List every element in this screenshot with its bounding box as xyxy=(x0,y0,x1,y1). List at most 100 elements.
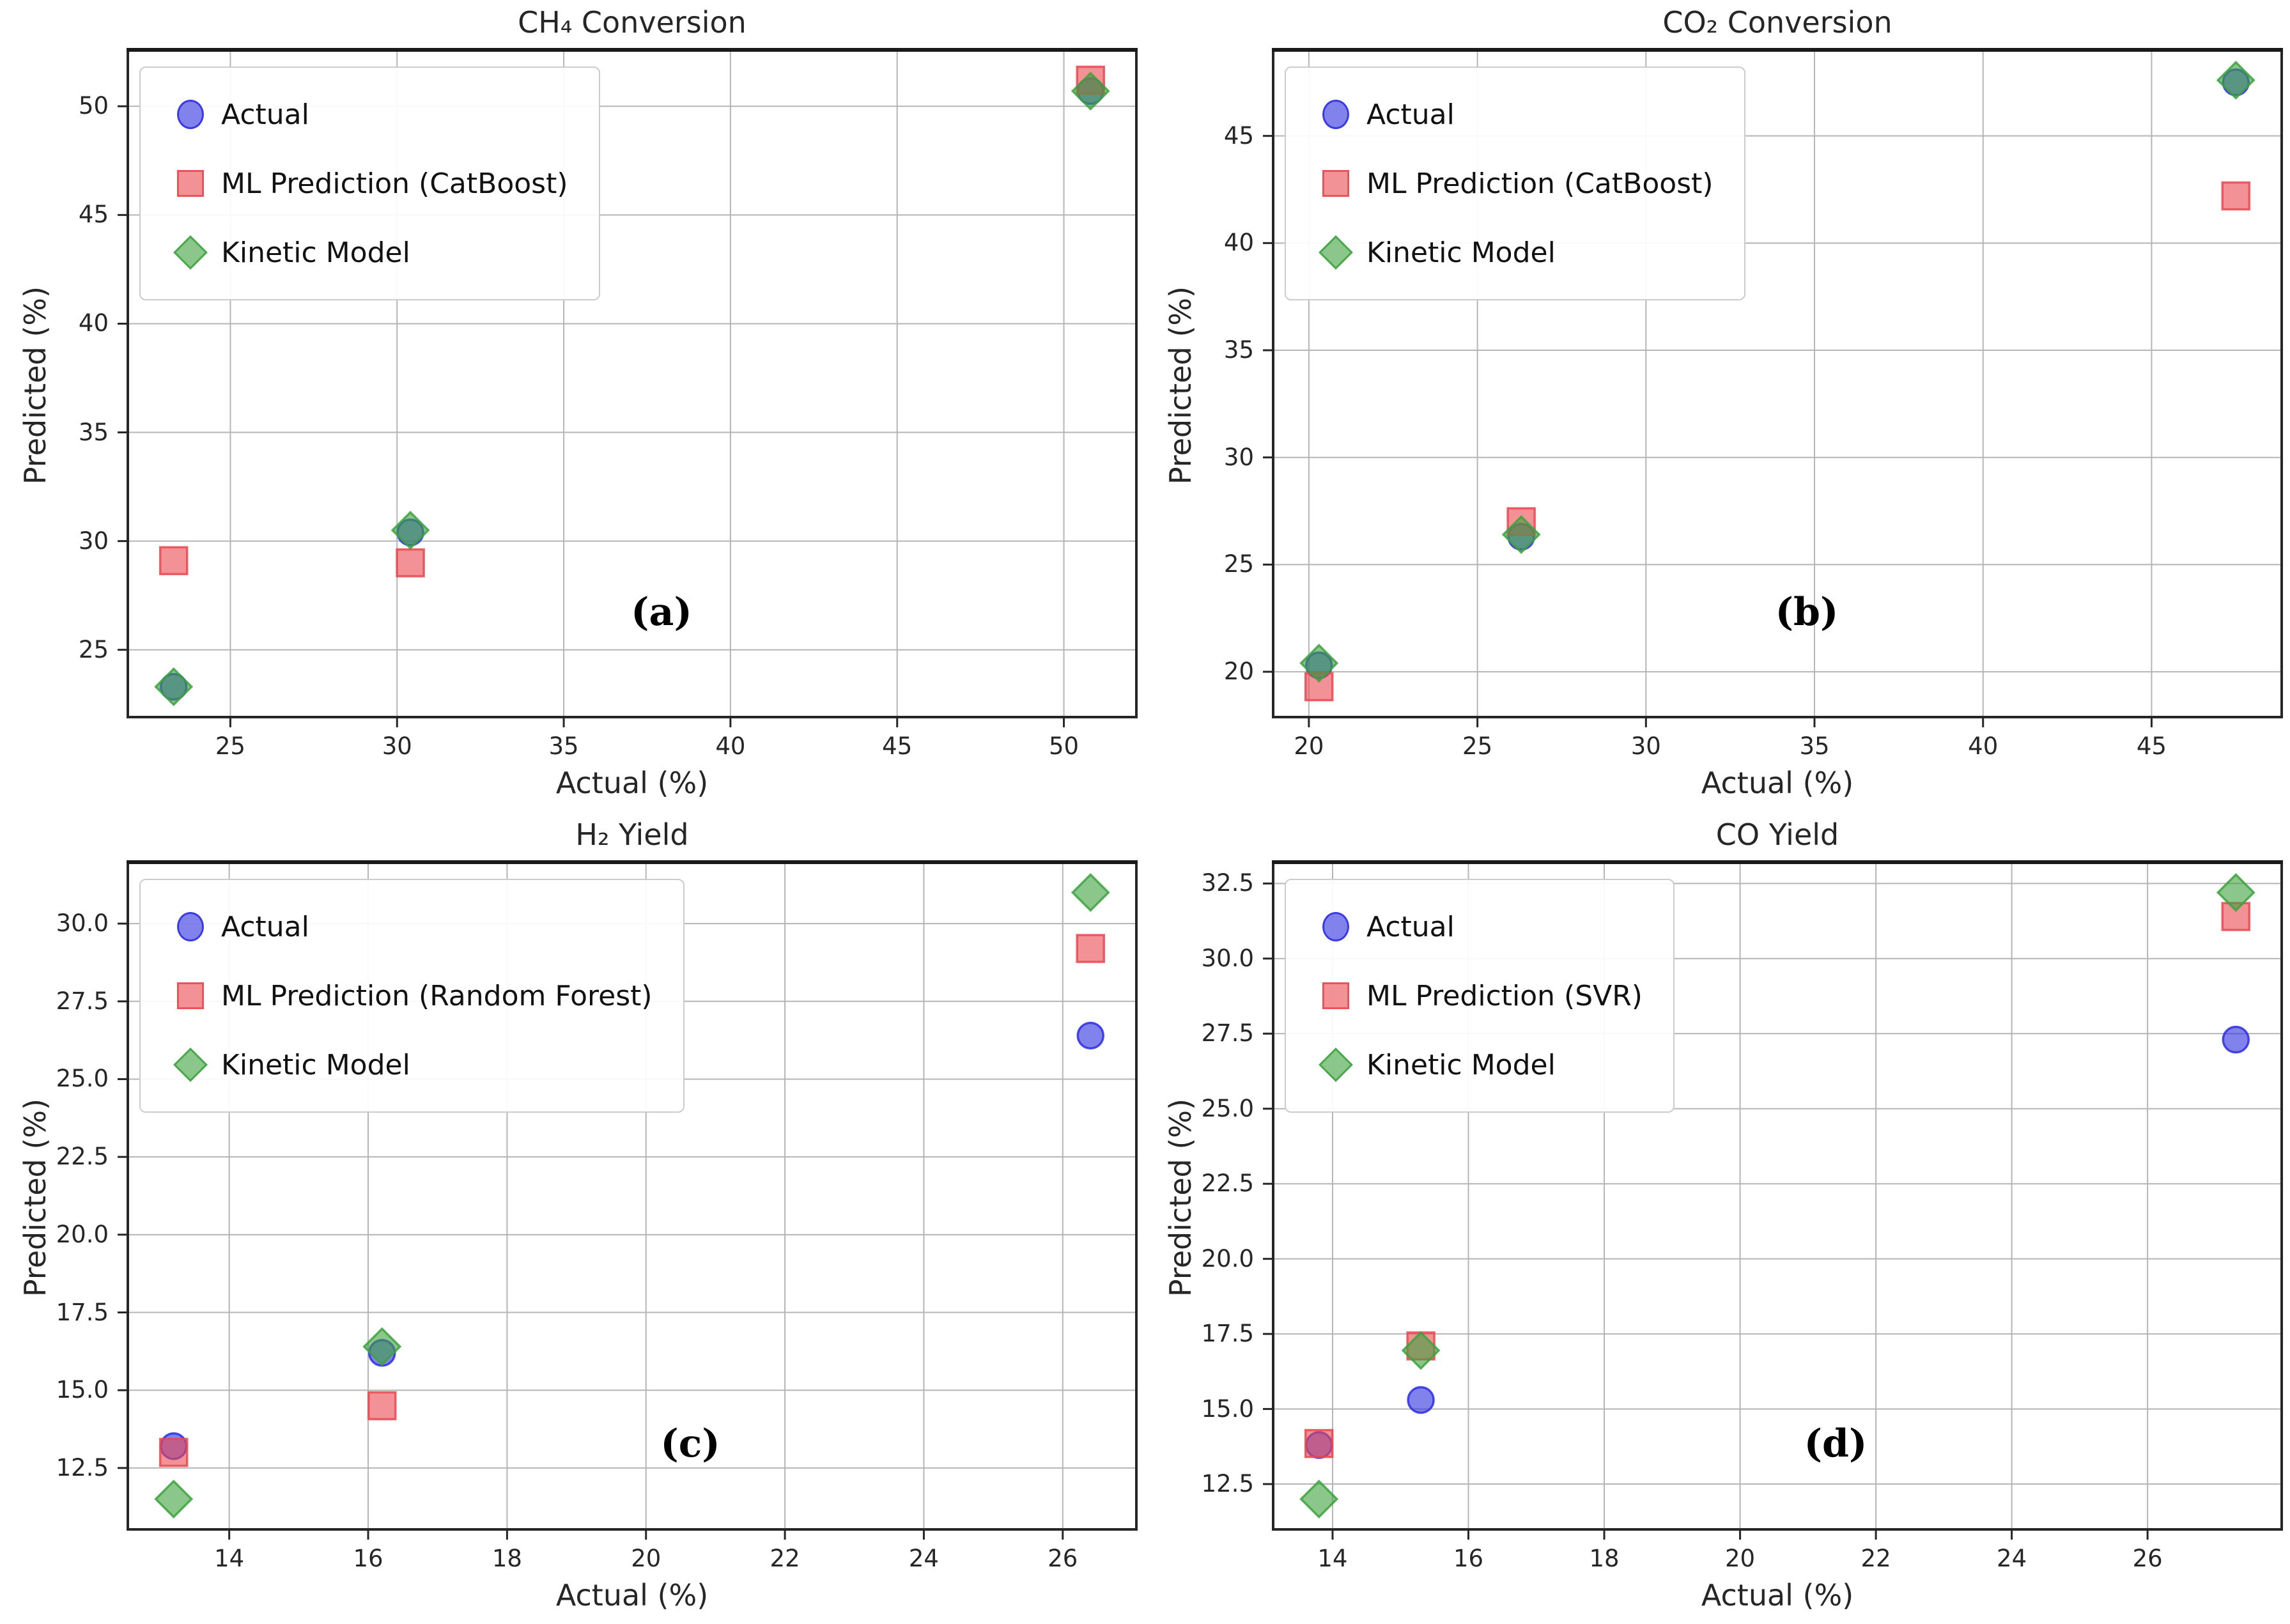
plot-title: CH₄ Conversion xyxy=(518,5,747,40)
diamond-marker-icon xyxy=(1305,235,1366,270)
x-tick-label: 14 xyxy=(1317,1545,1348,1572)
y-tick-label: 30 xyxy=(78,527,109,555)
x-tick-label: 16 xyxy=(353,1545,383,1572)
x-tick-label: 25 xyxy=(1462,732,1493,760)
legend-label: ML Prediction (Random Forest) xyxy=(221,979,653,1012)
x-axis-label: Actual (%) xyxy=(555,1578,709,1612)
diamond-marker-icon xyxy=(1305,1048,1366,1082)
data-point-kinetic-model xyxy=(1299,1480,1339,1519)
x-axis-label: Actual (%) xyxy=(555,766,709,800)
x-tick-label: 24 xyxy=(908,1545,939,1572)
legend-item: Actual xyxy=(160,895,653,958)
legend: Actual ML Prediction (CatBoost) Kinetic … xyxy=(139,66,600,300)
y-tick-label: 25.0 xyxy=(56,1065,109,1093)
data-point-actual xyxy=(2222,1025,2250,1054)
legend-label: Actual xyxy=(221,98,309,131)
y-tick-label: 17.5 xyxy=(1201,1320,1254,1348)
y-tick-label: 15.0 xyxy=(56,1376,109,1404)
legend-item: Kinetic Model xyxy=(1305,1033,1643,1096)
y-tick-label: 25.0 xyxy=(1201,1094,1254,1122)
square-marker-icon xyxy=(1305,982,1366,1009)
x-tick-label: 22 xyxy=(770,1545,800,1572)
x-tick-label: 40 xyxy=(1968,732,1999,760)
circle-marker-icon xyxy=(160,100,221,129)
legend-item: ML Prediction (SVR) xyxy=(1305,964,1643,1027)
subplot-ch4-conversion: CH₄ Conversion Actual (%) Predicted (%) … xyxy=(0,0,1145,812)
y-tick-label: 30 xyxy=(1223,443,1254,471)
plot-title: CO Yield xyxy=(1715,817,1839,852)
y-tick-label: 30.0 xyxy=(56,909,109,938)
y-tick-label: 40 xyxy=(1223,229,1254,257)
data-point-ml-prediction xyxy=(367,1391,397,1421)
x-tick-label: 24 xyxy=(1997,1545,2027,1572)
data-point-kinetic-model xyxy=(2216,60,2255,100)
x-axis-label: Actual (%) xyxy=(1701,1578,1854,1612)
y-tick-label: 35 xyxy=(78,418,109,446)
x-tick-label: 16 xyxy=(1453,1545,1484,1572)
legend-label: ML Prediction (CatBoost) xyxy=(221,167,568,200)
y-tick-label: 25 xyxy=(1223,550,1254,578)
legend-label: Actual xyxy=(1366,98,1455,131)
square-marker-icon xyxy=(160,170,221,197)
y-tick-label: 12.5 xyxy=(1201,1470,1254,1498)
x-tick-label: 45 xyxy=(882,732,913,760)
legend-label: ML Prediction (CatBoost) xyxy=(1366,167,1714,200)
legend: Actual ML Prediction (CatBoost) Kinetic … xyxy=(1285,66,1745,300)
subplot-co-yield: CO Yield Actual (%) Predicted (%) Actual… xyxy=(1145,812,2290,1624)
y-tick-label: 20.0 xyxy=(1201,1244,1254,1272)
legend-label: ML Prediction (SVR) xyxy=(1366,979,1643,1012)
y-tick-label: 15.0 xyxy=(1201,1395,1254,1423)
legend-item: Kinetic Model xyxy=(1305,221,1714,284)
y-tick-label: 32.5 xyxy=(1201,869,1254,897)
x-axis-label: Actual (%) xyxy=(1701,766,1854,800)
plot-title: H₂ Yield xyxy=(575,817,689,852)
data-point-kinetic-model xyxy=(391,511,430,550)
legend-item: ML Prediction (CatBoost) xyxy=(1305,152,1714,215)
x-tick-label: 22 xyxy=(1861,1545,1891,1572)
data-point-kinetic-model xyxy=(2216,872,2255,912)
x-tick-label: 50 xyxy=(1048,732,1079,760)
data-point-kinetic-model xyxy=(1501,514,1541,554)
legend-item: ML Prediction (CatBoost) xyxy=(160,152,568,215)
y-tick-label: 50 xyxy=(78,92,109,120)
data-point-ml-prediction xyxy=(1076,934,1106,963)
x-tick-label: 14 xyxy=(214,1545,245,1572)
data-point-ml-prediction xyxy=(2221,181,2251,211)
square-marker-icon xyxy=(160,982,221,1009)
data-point-ml-prediction xyxy=(159,546,189,575)
data-point-kinetic-model xyxy=(154,667,194,707)
x-tick-label: 35 xyxy=(548,732,579,760)
data-point-kinetic-model xyxy=(362,1327,402,1366)
panel-label: (b) xyxy=(1775,590,1839,635)
y-tick-label: 30.0 xyxy=(1201,944,1254,972)
y-tick-label: 35 xyxy=(1223,336,1254,364)
data-point-ml-prediction xyxy=(1304,1428,1334,1458)
legend-label: Kinetic Model xyxy=(221,1048,410,1081)
legend: Actual ML Prediction (Random Forest) Kin… xyxy=(139,879,685,1113)
y-tick-label: 25 xyxy=(78,635,109,663)
x-tick-label: 45 xyxy=(2136,732,2167,760)
legend-label: Kinetic Model xyxy=(221,236,410,269)
x-tick-label: 18 xyxy=(1589,1545,1620,1572)
legend-item: Actual xyxy=(1305,895,1643,958)
y-tick-label: 22.5 xyxy=(1201,1170,1254,1198)
y-tick-label: 45 xyxy=(78,201,109,229)
y-tick-label: 12.5 xyxy=(56,1453,109,1481)
subplot-h2-yield: H₂ Yield Actual (%) Predicted (%) Actual… xyxy=(0,812,1145,1624)
x-tick-label: 18 xyxy=(491,1545,522,1572)
legend-item: ML Prediction (Random Forest) xyxy=(160,964,653,1027)
data-point-ml-prediction xyxy=(1304,672,1334,702)
x-tick-label: 26 xyxy=(2132,1545,2163,1572)
y-axis-label: Predicted (%) xyxy=(18,1098,52,1297)
square-marker-icon xyxy=(1305,170,1366,197)
y-tick-label: 20.0 xyxy=(56,1220,109,1248)
y-tick-label: 22.5 xyxy=(56,1143,109,1171)
x-tick-label: 30 xyxy=(1630,732,1661,760)
panel-label: (d) xyxy=(1804,1421,1868,1466)
diamond-marker-icon xyxy=(160,1048,221,1082)
circle-marker-icon xyxy=(1305,912,1366,941)
y-tick-label: 45 xyxy=(1223,121,1254,150)
data-point-ml-prediction xyxy=(159,1437,189,1467)
y-tick-label: 17.5 xyxy=(56,1298,109,1326)
